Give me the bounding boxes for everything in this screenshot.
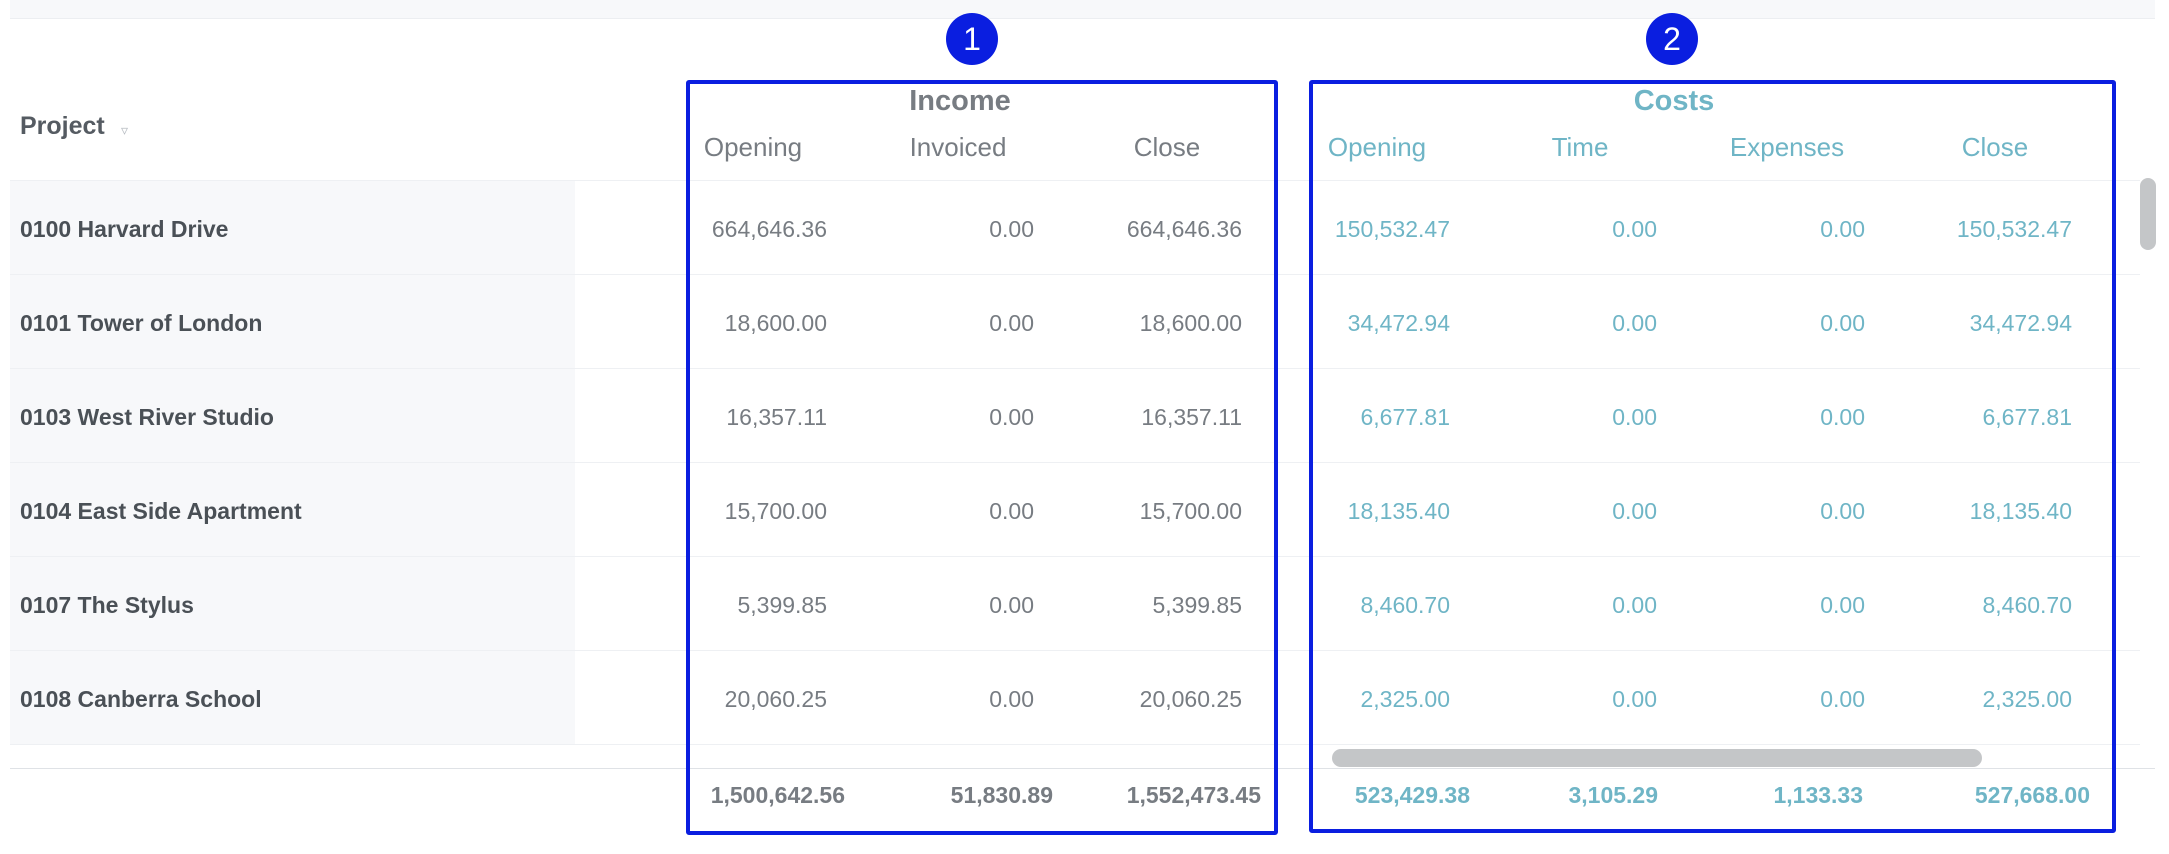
income-close-cell: 18,600.00: [1139, 310, 1242, 336]
project-name[interactable]: 0107 The Stylus: [20, 592, 194, 618]
annotation-badge-2: 2: [1646, 13, 1698, 65]
costs-opening-cell: 18,135.40: [1347, 498, 1450, 524]
totals-divider: [10, 768, 2155, 769]
income-invoiced-cell: 0.00: [989, 404, 1034, 430]
costs-close-cell: 18,135.40: [1969, 498, 2072, 524]
costs-close-cell: 8,460.70: [1982, 592, 2072, 618]
costs-time-cell: 0.00: [1612, 310, 1657, 336]
costs-close-cell: 6,677.81: [1982, 404, 2072, 430]
costs-expenses-cell: 0.00: [1820, 404, 1865, 430]
costs-expenses-cell: 0.00: [1820, 498, 1865, 524]
income-opening-cell: 664,646.36: [711, 216, 827, 242]
costs-group-title: Costs: [1633, 85, 1715, 117]
costs-expenses-header[interactable]: Expenses: [1729, 132, 1845, 162]
costs-close-cell: 34,472.94: [1969, 310, 2072, 336]
costs-opening-header[interactable]: Opening: [1327, 132, 1427, 162]
costs-expenses-cell: 0.00: [1820, 216, 1865, 242]
income-opening-cell: 5,399.85: [737, 592, 827, 618]
costs-close-total: 527,668.00: [1974, 782, 2090, 808]
costs-time-cell: 0.00: [1612, 498, 1657, 524]
row-divider: [10, 274, 2140, 275]
top-toolbar-strip: [10, 0, 2155, 19]
costs-close-cell: 150,532.47: [1956, 216, 2072, 242]
costs-time-total: 3,105.29: [1568, 782, 1658, 808]
income-opening-header[interactable]: Opening: [703, 132, 803, 162]
income-opening-cell: 15,700.00: [724, 498, 827, 524]
income-invoiced-header[interactable]: Invoiced: [909, 132, 1007, 162]
vertical-scrollbar[interactable]: [2140, 178, 2156, 250]
income-close-total: 1,552,473.45: [1126, 782, 1261, 808]
row-divider: [10, 744, 2140, 745]
project-column-header[interactable]: Project: [20, 112, 105, 140]
income-group-title: Income: [909, 85, 1011, 117]
costs-opening-cell: 2,325.00: [1360, 686, 1450, 712]
project-name[interactable]: 0100 Harvard Drive: [20, 216, 229, 242]
row-divider: [10, 368, 2140, 369]
costs-opening-total: 523,429.38: [1354, 782, 1470, 808]
costs-annotation-box: [1309, 80, 2116, 833]
costs-opening-cell: 6,677.81: [1360, 404, 1450, 430]
project-name[interactable]: 0103 West River Studio: [20, 404, 274, 430]
costs-time-cell: 0.00: [1612, 686, 1657, 712]
costs-expenses-cell: 0.00: [1820, 686, 1865, 712]
income-close-cell: 16,357.11: [1141, 404, 1242, 430]
project-name[interactable]: 0108 Canberra School: [20, 686, 262, 712]
costs-close-cell: 2,325.00: [1982, 686, 2072, 712]
income-invoiced-cell: 0.00: [989, 498, 1034, 524]
costs-expenses-cell: 0.00: [1820, 592, 1865, 618]
income-close-cell: 15,700.00: [1139, 498, 1242, 524]
costs-opening-cell: 8,460.70: [1360, 592, 1450, 618]
income-close-cell: 5,399.85: [1152, 592, 1242, 618]
income-invoiced-cell: 0.00: [989, 310, 1034, 336]
costs-time-header[interactable]: Time: [1551, 132, 1609, 162]
income-invoiced-total: 51,830.89: [950, 782, 1053, 808]
costs-time-cell: 0.00: [1612, 404, 1657, 430]
sort-triangle-icon[interactable]: ▿: [121, 122, 129, 138]
costs-time-cell: 0.00: [1612, 216, 1657, 242]
income-opening-cell: 16,357.11: [726, 404, 827, 430]
row-divider: [10, 180, 2140, 181]
row-divider: [10, 650, 2140, 651]
income-annotation-box: [686, 80, 1278, 835]
annotation-badge-1: 1: [946, 13, 998, 65]
income-close-cell: 664,646.36: [1126, 216, 1242, 242]
costs-expenses-total: 1,133.33: [1773, 782, 1863, 808]
income-opening-cell: 18,600.00: [724, 310, 827, 336]
income-opening-cell: 20,060.25: [724, 686, 827, 712]
income-invoiced-cell: 0.00: [989, 686, 1034, 712]
row-divider: [10, 556, 2140, 557]
costs-time-cell: 0.00: [1612, 592, 1657, 618]
costs-opening-cell: 34,472.94: [1347, 310, 1450, 336]
project-name[interactable]: 0104 East Side Apartment: [20, 498, 302, 524]
income-close-header[interactable]: Close: [1133, 132, 1201, 162]
costs-close-header[interactable]: Close: [1961, 132, 2029, 162]
costs-opening-cell: 150,532.47: [1334, 216, 1450, 242]
costs-expenses-cell: 0.00: [1820, 310, 1865, 336]
row-divider: [10, 462, 2140, 463]
income-invoiced-cell: 0.00: [989, 592, 1034, 618]
project-name[interactable]: 0101 Tower of London: [20, 310, 263, 336]
income-close-cell: 20,060.25: [1139, 686, 1242, 712]
horizontal-scrollbar[interactable]: [1332, 749, 1982, 767]
income-invoiced-cell: 0.00: [989, 216, 1034, 242]
income-opening-total: 1,500,642.56: [710, 782, 845, 808]
